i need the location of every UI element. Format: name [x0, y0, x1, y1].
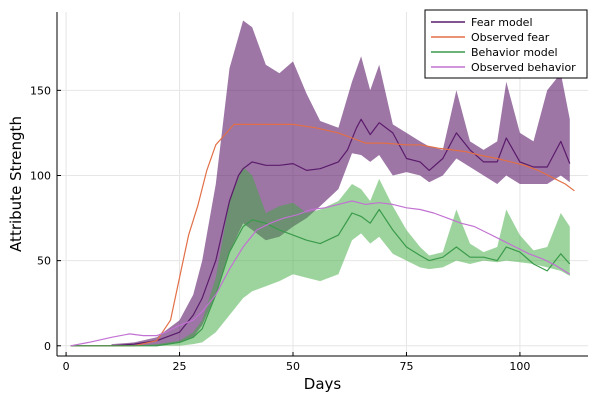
x-tick-label: 25: [173, 360, 187, 373]
series-line: [70, 123, 575, 347]
y-tick-label: 150: [30, 84, 51, 97]
confidence-band: [111, 167, 570, 346]
x-tick-label: 50: [286, 360, 300, 373]
y-tick-label: 100: [30, 169, 51, 182]
y-axis-title: Attribute Strength: [7, 116, 25, 252]
legend-label: Observed behavior: [471, 61, 576, 74]
y-tick-label: 0: [44, 340, 51, 353]
series-lines: [70, 118, 575, 347]
confidence-bands: [111, 20, 570, 346]
y-tick-label: 50: [37, 255, 51, 268]
x-tick-label: 100: [509, 360, 530, 373]
legend-label: Behavior model: [471, 46, 558, 59]
legend: Fear model Observed fear Behavior model Obs…: [424, 9, 588, 79]
legend-label: Fear model: [471, 16, 533, 29]
series-line: [70, 208, 571, 347]
series-line: [70, 118, 571, 347]
tick-labels: 0 25 50 75 100 0 50 100 150: [30, 84, 530, 373]
confidence-band: [111, 20, 570, 346]
x-tick-label: 75: [399, 360, 413, 373]
legend-label: Observed fear: [471, 31, 550, 44]
series-line: [70, 200, 571, 347]
x-axis-title: Days: [304, 375, 342, 393]
x-tick-label: 0: [63, 360, 70, 373]
axes: [56, 12, 588, 357]
